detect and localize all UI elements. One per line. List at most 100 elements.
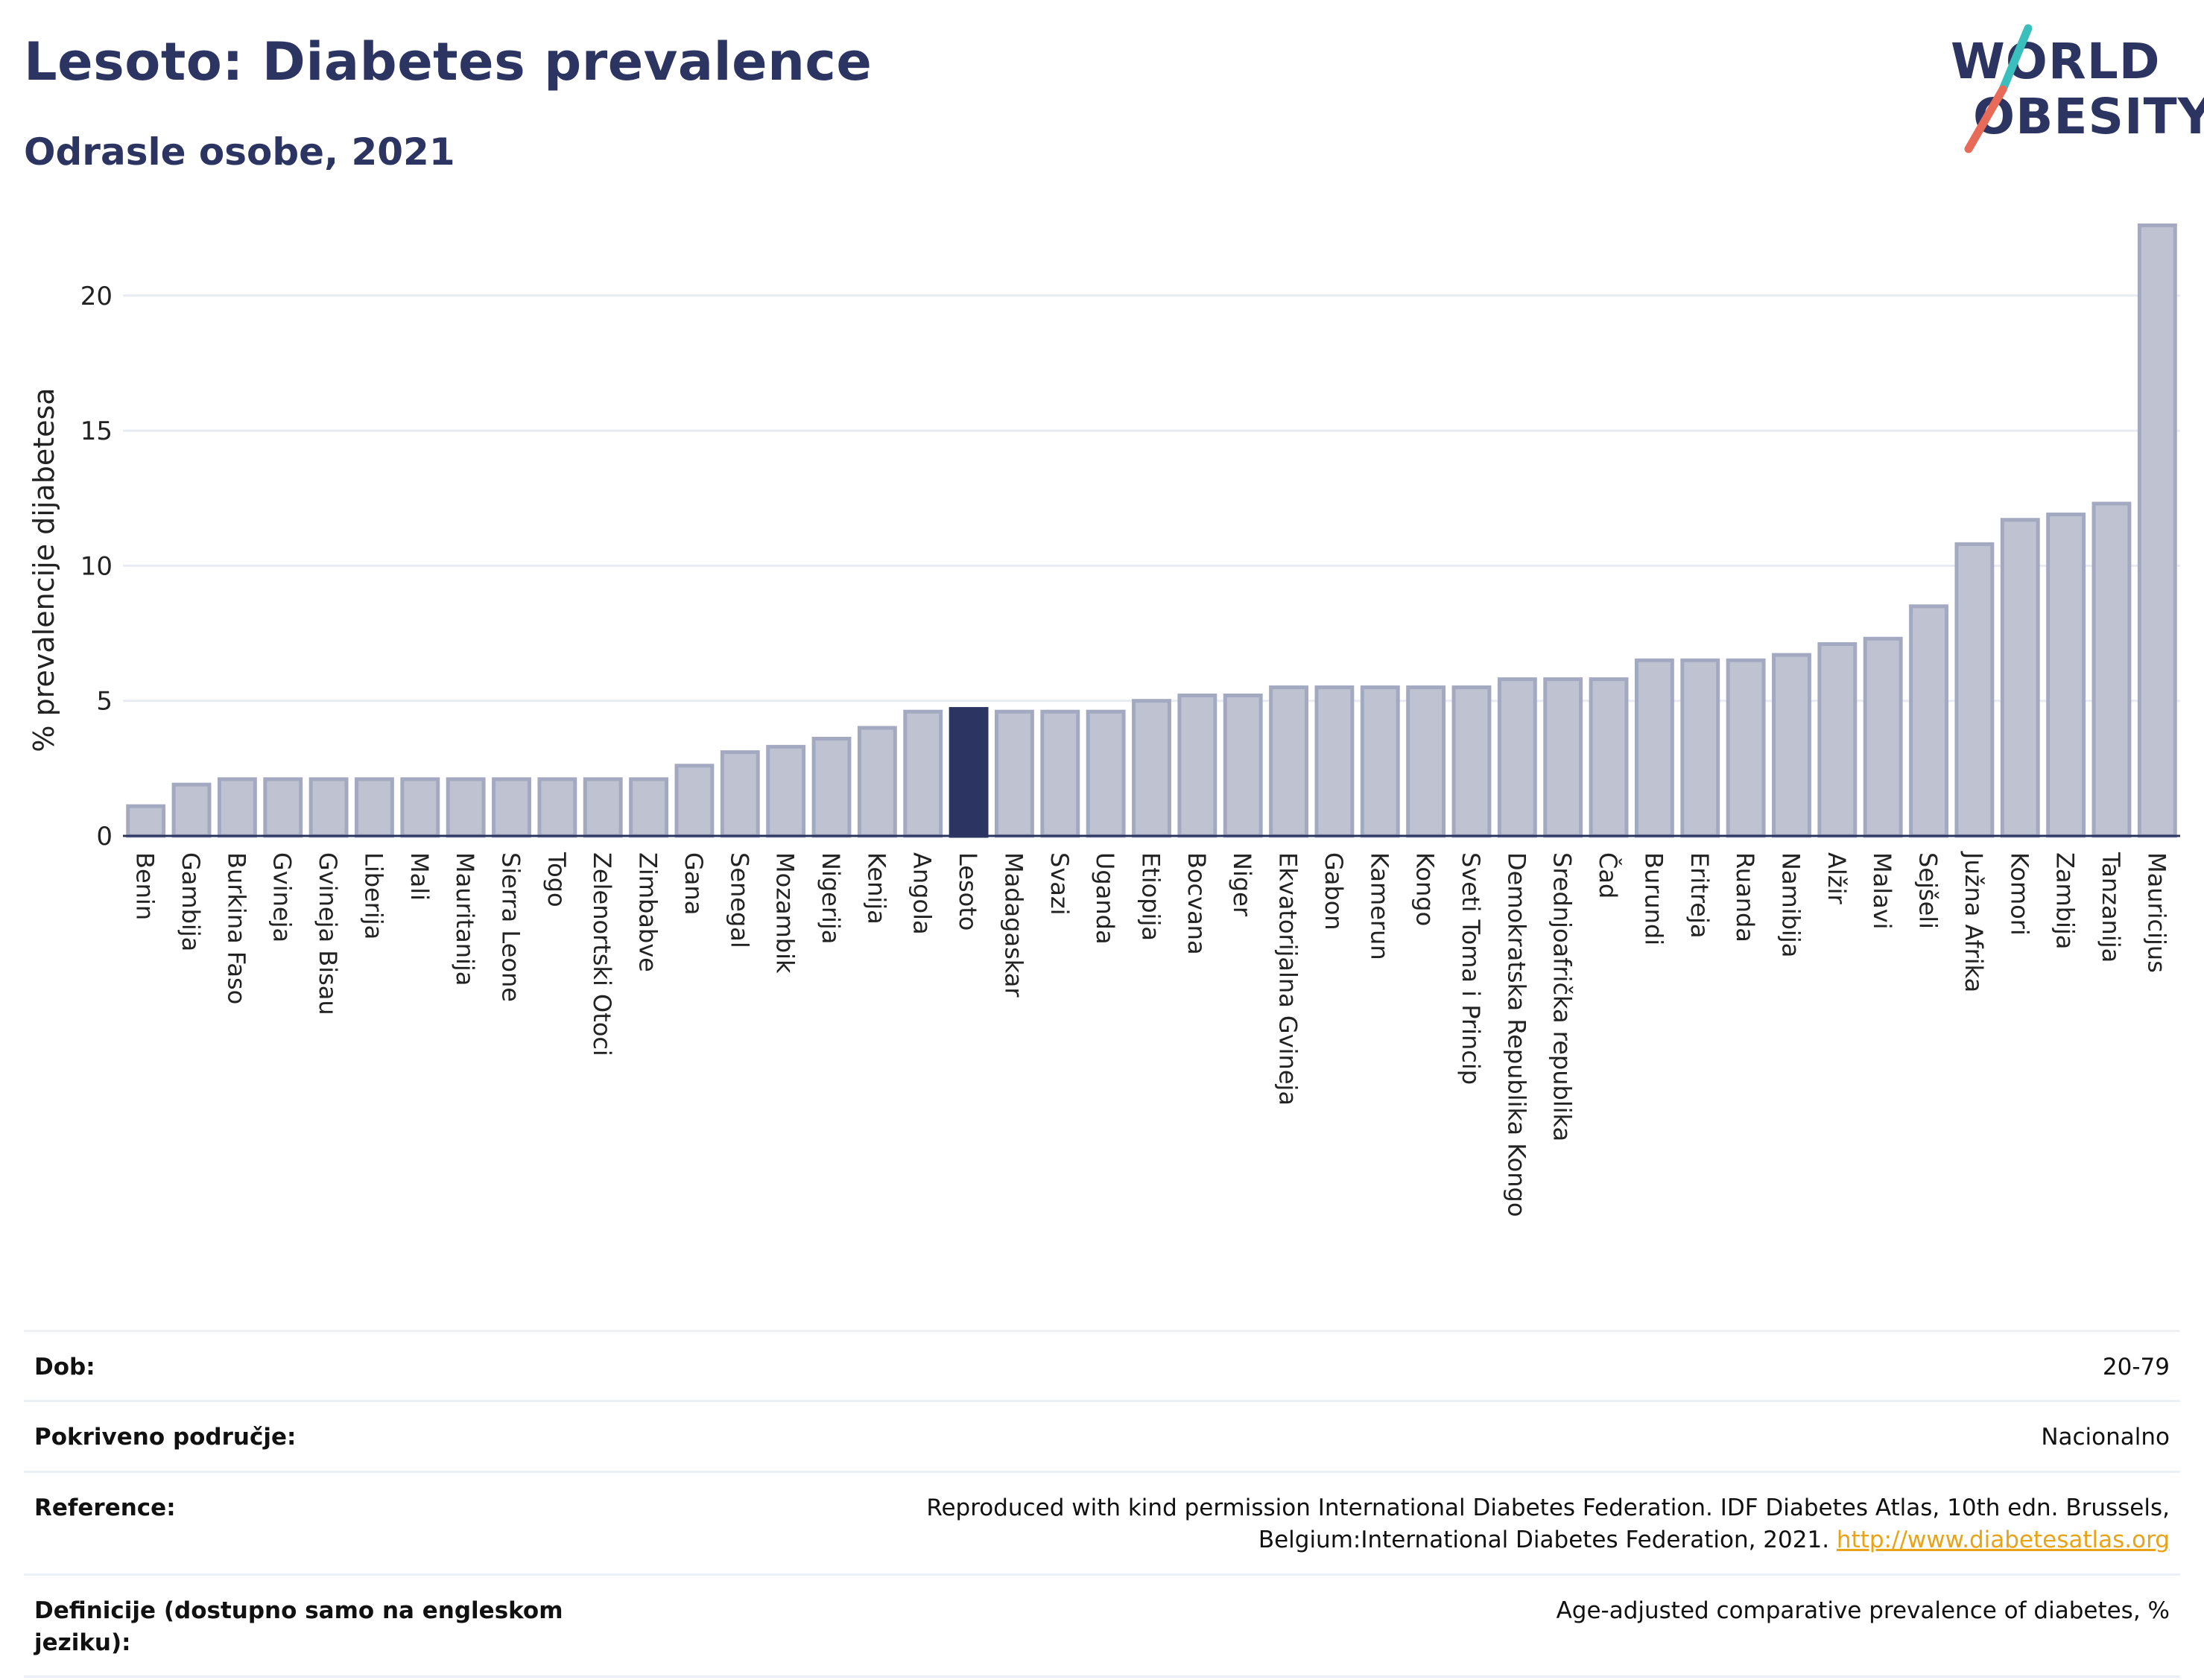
- meta-label: Dob:: [34, 1354, 95, 1381]
- x-axis-ticks: Benin Gambija Burkina Faso Gvineja Gvineja B…: [131, 851, 2171, 1217]
- y-tick-label: 20: [80, 282, 113, 311]
- bar-bocvana: [1177, 693, 1217, 838]
- x-tick-label: Kongo: [1411, 852, 1440, 926]
- bar-alžir: [1817, 642, 1858, 838]
- bar-ruanda: [1726, 658, 1766, 838]
- reference-text: Reproduced with kind permission Internat…: [926, 1494, 2170, 1554]
- bar-zambija: [2046, 512, 2086, 838]
- x-tick-label: Benin: [131, 852, 159, 920]
- bar-tanzanija: [2091, 501, 2132, 838]
- x-tick-label: Zambija: [2051, 852, 2080, 949]
- bar-gvineja-bisau: [308, 777, 349, 838]
- bar-kamerun: [1360, 685, 1400, 838]
- x-tick-label: Madagaskar: [999, 852, 1027, 998]
- bar-burkina-faso: [217, 777, 257, 838]
- x-tick-label: Zimbabve: [634, 852, 662, 972]
- x-tick-label: Sejšeli: [1914, 852, 1942, 929]
- x-tick-label: Južna Afrika: [1960, 851, 1988, 992]
- bar-kongo: [1406, 685, 1446, 838]
- x-tick-label: Uganda: [1091, 852, 1119, 945]
- bar-togo: [537, 777, 577, 838]
- bar-kenija: [857, 726, 897, 838]
- bar-mauritanija: [446, 777, 486, 838]
- meta-value: 20-79: [2102, 1354, 2170, 1381]
- x-tick-label: Mauritanija: [451, 852, 479, 986]
- x-tick-label: Togo: [542, 852, 571, 907]
- bar-lesoto: [949, 707, 989, 838]
- x-tick-label: Gambija: [177, 852, 205, 951]
- bar-gabon: [1314, 685, 1355, 838]
- y-tick-label: 10: [80, 551, 113, 581]
- x-tick-label: Alžir: [1823, 852, 1851, 904]
- meta-value: Age-adjusted comparative prevalence of d…: [1556, 1597, 2170, 1624]
- x-tick-label: Svazi: [1045, 852, 1074, 916]
- bar-uganda: [1086, 709, 1126, 838]
- bar-angola: [903, 709, 943, 838]
- bar-liberija: [355, 777, 394, 838]
- bar-zelenortski-otoci: [583, 777, 623, 838]
- meta-row-reference: Reference: Reproduced with kind permissi…: [24, 1473, 2180, 1576]
- bar-sveti-toma-i-princip: [1451, 685, 1492, 838]
- x-tick-label: Sveti Toma i Princip: [1457, 852, 1485, 1085]
- page-subtitle: Odrasle osobe, 2021: [24, 130, 455, 174]
- x-tick-label: Kenija: [862, 852, 890, 925]
- bar-gana: [674, 764, 715, 838]
- x-tick-label: Kamerun: [1365, 852, 1393, 960]
- x-tick-label: Srednjoafrička republika: [1548, 852, 1577, 1141]
- logo-line1: WORLD: [1951, 33, 2161, 90]
- y-axis-ticks: 0 5 10 15 20: [80, 282, 113, 852]
- x-tick-label: Ruanda: [1731, 852, 1759, 942]
- x-tick-label: Čad: [1594, 852, 1623, 898]
- bar-čad: [1589, 677, 1629, 838]
- y-axis-label: % prevalencije dijabetesa: [28, 387, 60, 752]
- x-tick-label: Malavi: [1868, 852, 1896, 930]
- x-tick-label: Mauricijus: [2142, 852, 2170, 973]
- x-tick-label: Komori: [2005, 852, 2033, 936]
- logo-slash-icon: [1964, 24, 2033, 153]
- bar-sejšeli: [1909, 604, 1948, 838]
- meta-label: Definicije (dostupno samo na engleskom j…: [34, 1597, 563, 1656]
- x-tick-label: Burkina Faso: [222, 852, 250, 1004]
- x-tick-label: Etiopija: [1137, 852, 1165, 941]
- bar-mali: [400, 777, 440, 838]
- x-tick-label: Demokratska Republika Kongo: [1502, 852, 1530, 1217]
- x-tick-label: Sierra Leone: [497, 852, 525, 1002]
- bar-senegal: [720, 750, 760, 838]
- x-tick-label: Gabon: [1320, 852, 1348, 931]
- metadata-table: Dob: 20-79 Pokriveno područje: Nacionaln…: [24, 1330, 2180, 1679]
- bar-benin: [126, 804, 166, 838]
- bar-madagaskar: [995, 709, 1034, 838]
- x-tick-label: Eritreja: [1685, 852, 1714, 938]
- world-obesity-logo: WORLD OBESITY: [1937, 21, 2204, 162]
- bar-mozambik: [766, 744, 806, 838]
- bar-burundi: [1634, 658, 1674, 838]
- meta-label: Reference:: [34, 1494, 176, 1521]
- bar-komori: [2000, 518, 2040, 838]
- bar-chart: 0 5 10 15 20 Benin Gambija Burkina Faso Gvineja…: [28, 224, 2180, 1217]
- x-tick-label: Burundi: [1639, 852, 1668, 945]
- bar-gambija: [171, 782, 212, 838]
- x-tick-label: Zelenortski Otoci: [588, 852, 616, 1056]
- reference-link[interactable]: http://www.diabetesatlas.org: [1836, 1527, 2170, 1554]
- bar-eritreja: [1680, 658, 1720, 838]
- x-tick-label: Senegal: [725, 852, 753, 948]
- meta-row-age: Dob: 20-79: [24, 1332, 2180, 1403]
- logo-line2: OBESITY: [1973, 88, 2204, 145]
- x-tick-label: Ekvatorijalna Gvineja: [1274, 852, 1302, 1106]
- bar-namibija: [1772, 653, 1811, 838]
- bar-svazi: [1040, 709, 1080, 838]
- x-tick-label: Bocvana: [1182, 852, 1211, 955]
- y-tick-label: 0: [96, 822, 113, 852]
- bar-sierra-leone: [492, 777, 531, 838]
- x-tick-label: Nigerija: [817, 852, 845, 944]
- bar-niger: [1223, 693, 1263, 838]
- bar-ekvatorijalna-gvineja: [1269, 685, 1308, 838]
- bar-južna-afrika: [1954, 542, 1995, 838]
- x-tick-label: Tanzanija: [2097, 852, 2125, 963]
- x-tick-label: Mali: [405, 852, 434, 901]
- meta-value: Nacionalno: [2041, 1424, 2170, 1451]
- y-tick-label: 15: [80, 416, 113, 446]
- bar-gvineja: [263, 777, 303, 838]
- x-tick-label: Niger: [1228, 852, 1256, 917]
- x-tick-label: Mozambik: [771, 852, 799, 974]
